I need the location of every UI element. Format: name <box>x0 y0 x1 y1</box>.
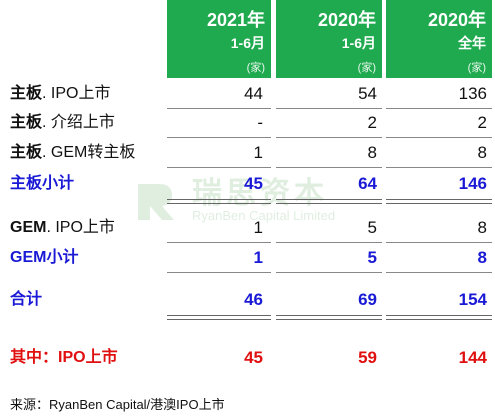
cell-2021-h1: - <box>257 113 263 132</box>
row-label: 主板. IPO上市 <box>10 81 110 107</box>
cell-2020-full: 144 <box>458 348 487 367</box>
row-label: GEM. IPO上市 <box>10 215 115 241</box>
row-label-prefix: GEM <box>10 219 47 236</box>
cell-2021-h1: 46 <box>244 290 263 309</box>
header-2020-h1: 2020年 1-6月 (家) <box>276 0 382 78</box>
row-label-prefix: 主板 <box>10 114 43 131</box>
table-row-subtotal: GEM小计 1 5 8 <box>0 245 495 271</box>
header-2020-full: 2020年 全年 (家) <box>386 0 492 78</box>
header-period: 全年 <box>458 35 486 51</box>
cell-2021-h1: 1 <box>253 143 263 162</box>
watermark: 瑞思资本 RyanBen Capital Limited <box>130 168 380 248</box>
source-note: 来源：RyanBen Capital/港澳IPO上市 <box>10 397 225 412</box>
header-2021-h1: 2021年 1-6月 (家) <box>167 0 271 78</box>
row-label-suffix: . IPO上市 <box>42 85 111 102</box>
row-divider <box>386 167 492 168</box>
cell-2020-h1: 8 <box>367 143 377 162</box>
row-divider <box>386 272 492 273</box>
cell-2020-full: 8 <box>477 218 487 237</box>
watermark-cn: 瑞思资本 <box>192 177 328 210</box>
row-divider-double <box>167 315 271 320</box>
row-divider <box>386 108 492 109</box>
row-divider <box>276 272 382 273</box>
row-label-suffix: . IPO上市 <box>46 219 115 236</box>
table-row: 主板. IPO上市 44 54 136 <box>0 81 495 107</box>
cell-2020-full: 136 <box>458 84 487 103</box>
header-year: 2020年 <box>317 10 376 30</box>
header-period: 1-6月 <box>341 35 376 51</box>
table-row: 主板. GEM转主板 1 8 8 <box>0 140 495 166</box>
cell-2020-h1: 64 <box>358 174 377 193</box>
row-divider <box>276 242 382 243</box>
cell-2021-h1: 44 <box>244 84 263 103</box>
cell-2020-h1: 2 <box>367 113 377 132</box>
row-label-suffix: . GEM转主板 <box>42 144 136 161</box>
row-divider <box>386 242 492 243</box>
header-unit: (家) <box>467 62 486 74</box>
row-divider <box>167 108 271 109</box>
row-divider <box>386 137 492 138</box>
cell-2020-full: 2 <box>477 113 487 132</box>
row-divider-double <box>276 199 382 204</box>
header-year: 2021年 <box>206 10 265 30</box>
cell-2020-h1: 69 <box>358 290 377 309</box>
cell-2020-h1: 54 <box>358 84 377 103</box>
row-divider <box>276 108 382 109</box>
cell-2020-h1: 59 <box>358 348 377 367</box>
cell-2021-h1: 45 <box>244 174 263 193</box>
row-divider-double <box>276 315 382 320</box>
table-row-subtotal: 主板小计 45 64 146 <box>0 171 495 197</box>
cell-2020-h1: 5 <box>367 248 377 267</box>
cell-2020-full: 146 <box>458 174 487 193</box>
cell-2020-full: 8 <box>477 143 487 162</box>
row-divider-double <box>386 199 492 204</box>
cell-2021-h1: 45 <box>244 348 263 367</box>
cell-2021-h1: 1 <box>253 248 263 267</box>
table-row-highlight: 其中：IPO上市 45 59 144 <box>0 345 495 371</box>
watermark-en: RyanBen Capital Limited <box>192 208 336 223</box>
row-divider-double <box>167 199 271 204</box>
row-divider <box>276 137 382 138</box>
row-label-suffix: . 介绍上市 <box>42 114 115 131</box>
ryanben-logo-icon <box>138 184 174 220</box>
header-year: 2020年 <box>427 10 486 30</box>
header-unit: (家) <box>246 62 265 74</box>
row-divider <box>167 137 271 138</box>
row-divider <box>276 167 382 168</box>
row-divider-double <box>386 315 492 320</box>
row-label-prefix: 主板 <box>10 144 43 161</box>
row-label: 主板. 介绍上市 <box>10 110 115 136</box>
table-row: GEM. IPO上市 1 5 8 <box>0 215 495 241</box>
row-label: GEM小计 <box>10 249 79 266</box>
row-label: 主板. GEM转主板 <box>10 140 135 166</box>
row-label: 其中：IPO上市 <box>10 349 118 366</box>
cell-2020-full: 8 <box>477 248 487 267</box>
header-period: 1-6月 <box>230 35 265 51</box>
table-row-total: 合计 46 69 154 <box>0 287 495 313</box>
row-label: 主板小计 <box>10 175 75 192</box>
table-row: 主板. 介绍上市 - 2 2 <box>0 110 495 136</box>
cell-2021-h1: 1 <box>253 218 263 237</box>
row-label: 合计 <box>10 291 43 308</box>
cell-2020-full: 154 <box>458 290 487 309</box>
row-label-prefix: 主板 <box>10 85 43 102</box>
row-divider <box>167 242 271 243</box>
header-unit: (家) <box>357 62 376 74</box>
row-divider <box>167 167 271 168</box>
cell-2020-h1: 5 <box>367 218 377 237</box>
row-divider <box>167 272 271 273</box>
